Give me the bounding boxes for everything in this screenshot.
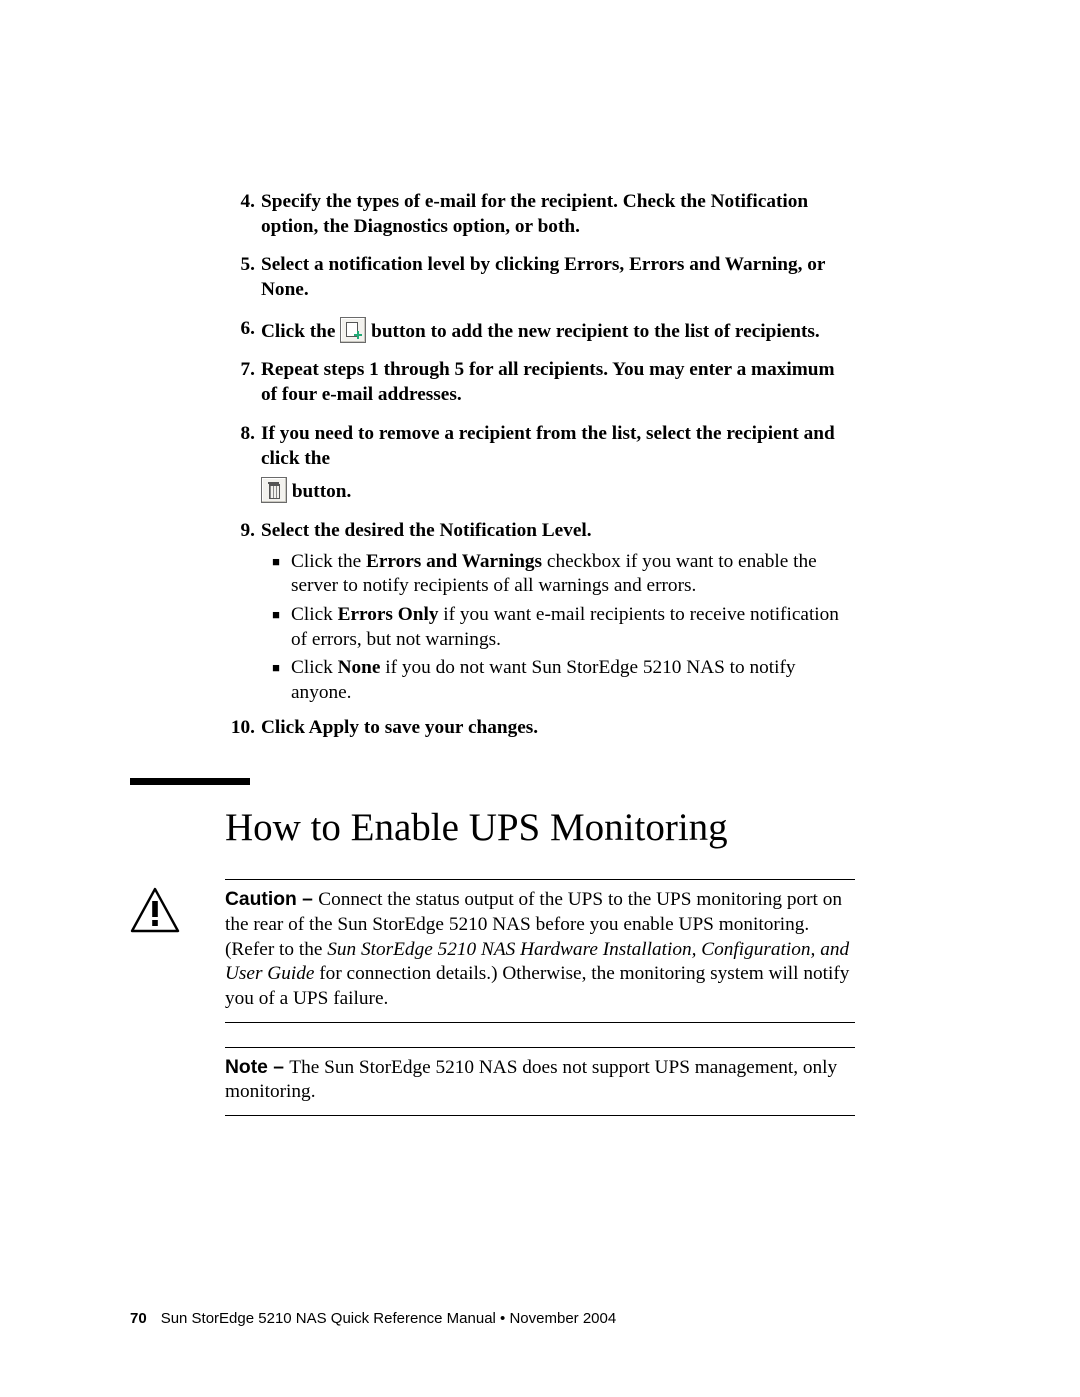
step-text: Repeat steps 1 through 5 for all recipie… bbox=[261, 358, 855, 407]
bullet-text: Click Errors Only if you want e-mail rec… bbox=[291, 603, 855, 652]
step-4: 4. Specify the types of e-mail for the r… bbox=[225, 190, 855, 239]
text: Click bbox=[291, 604, 338, 625]
step-6: 6. Click the button to add the new recip… bbox=[225, 317, 855, 345]
step-number: 6. bbox=[225, 317, 261, 345]
step-9: 9. Select the desired the Notification L… bbox=[225, 519, 855, 710]
text-bold: Errors Only bbox=[338, 604, 439, 625]
divider bbox=[225, 1115, 855, 1116]
text-bold: Errors and Warnings bbox=[366, 551, 542, 572]
bullet-icon: ■ bbox=[261, 656, 291, 705]
section-heading: How to Enable UPS Monitoring bbox=[225, 803, 855, 853]
text: Click bbox=[291, 657, 338, 678]
bullet-icon: ■ bbox=[261, 603, 291, 652]
sub-bullet-list: ■ Click the Errors and Warnings checkbox… bbox=[261, 550, 855, 706]
step-text: Select the desired the Notification Leve… bbox=[261, 519, 855, 544]
text: The Sun StorEdge 5210 NAS does not suppo… bbox=[225, 1057, 837, 1103]
step-8: 8. If you need to remove a recipient fro… bbox=[225, 422, 855, 505]
note-text: Note – The Sun StorEdge 5210 NAS does no… bbox=[225, 1048, 855, 1115]
page-number: 70 bbox=[130, 1310, 147, 1327]
divider bbox=[225, 1022, 855, 1023]
list-item: ■ Click the Errors and Warnings checkbox… bbox=[261, 550, 855, 599]
step-text: If you need to remove a recipient from t… bbox=[261, 422, 855, 505]
step-number: 5. bbox=[225, 253, 261, 302]
list-item: ■ Click None if you do not want Sun Stor… bbox=[261, 656, 855, 705]
note-block: Note – The Sun StorEdge 5210 NAS does no… bbox=[225, 1047, 855, 1116]
add-recipient-icon bbox=[340, 317, 366, 343]
list-item: ■ Click Errors Only if you want e-mail r… bbox=[261, 603, 855, 652]
note-label: Note – bbox=[225, 1057, 289, 1078]
main-content: 4. Specify the types of e-mail for the r… bbox=[225, 190, 855, 1116]
step-text-post: button to add the new recipient to the l… bbox=[371, 321, 820, 342]
bullet-text: Click the Errors and Warnings checkbox i… bbox=[291, 550, 855, 599]
step-text: Specify the types of e-mail for the reci… bbox=[261, 190, 855, 239]
step-number: 8. bbox=[225, 422, 261, 505]
step-number: 10. bbox=[215, 716, 261, 741]
step-text: Click the button to add the new recipien… bbox=[261, 317, 855, 345]
document-page: 4. Specify the types of e-mail for the r… bbox=[0, 0, 1080, 1397]
page-footer: 70 Sun StorEdge 5210 NAS Quick Reference … bbox=[130, 1310, 616, 1327]
step-text: Click Apply to save your changes. bbox=[261, 716, 855, 741]
text: for connection details.) Otherwise, the … bbox=[225, 963, 849, 1009]
caution-text: Caution – Connect the status output of t… bbox=[225, 880, 855, 1021]
step-text-pre: Click the bbox=[261, 321, 340, 342]
step-body: Select the desired the Notification Leve… bbox=[261, 519, 855, 710]
step-10: 10. Click Apply to save your changes. bbox=[225, 716, 855, 741]
step-text-post: button. bbox=[292, 481, 351, 502]
bullet-icon: ■ bbox=[261, 550, 291, 599]
footer-text: Sun StorEdge 5210 NAS Quick Reference Ma… bbox=[161, 1310, 617, 1327]
step-number: 4. bbox=[225, 190, 261, 239]
step-number: 7. bbox=[225, 358, 261, 407]
caution-icon bbox=[130, 887, 180, 941]
section-rule bbox=[130, 778, 250, 785]
step-number: 9. bbox=[225, 519, 261, 710]
step-7: 7. Repeat steps 1 through 5 for all reci… bbox=[225, 358, 855, 407]
step-text: Select a notification level by clicking … bbox=[261, 253, 855, 302]
delete-recipient-icon bbox=[261, 477, 287, 503]
step-5: 5. Select a notification level by clicki… bbox=[225, 253, 855, 302]
bullet-text: Click None if you do not want Sun StorEd… bbox=[291, 656, 855, 705]
text-bold: None bbox=[338, 657, 381, 678]
step-text-pre: If you need to remove a recipient from t… bbox=[261, 423, 835, 469]
caution-block: Caution – Connect the status output of t… bbox=[225, 879, 855, 1022]
text: Click the bbox=[291, 551, 366, 572]
caution-label: Caution – bbox=[225, 889, 318, 910]
